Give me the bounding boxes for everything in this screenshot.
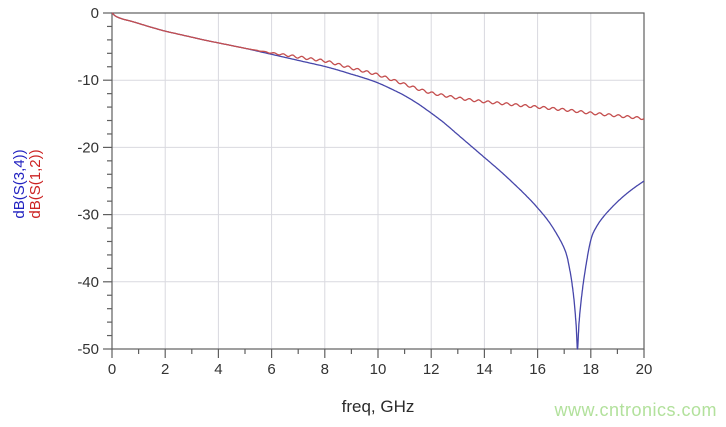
x-tick-label: 4: [214, 361, 222, 378]
x-tick-label: 14: [476, 361, 493, 378]
x-tick-label: 6: [267, 361, 275, 378]
x-tick-label: 10: [370, 361, 387, 378]
x-tick-label: 2: [161, 361, 169, 378]
x-tick-label: 0: [108, 361, 116, 378]
watermark-text: www.cntronics.com: [554, 400, 717, 420]
y-tick-label: -20: [77, 139, 99, 156]
y-axis-label-s34: dB(S(3,4)): [11, 149, 28, 219]
y-tick-label: -50: [77, 341, 99, 358]
y-tick-label: 0: [91, 5, 99, 22]
y-tick-label: -30: [77, 207, 99, 224]
y-axis-label: dB(S(3,4)) dB(S(1,2)): [11, 149, 44, 219]
x-tick-label: 20: [636, 361, 653, 378]
y-axis-label-s12: dB(S(1,2)): [27, 149, 44, 219]
y-tick-label: -10: [77, 72, 99, 89]
x-tick-label: 8: [321, 361, 329, 378]
x-tick-label: 18: [582, 361, 599, 378]
x-tick-label: 12: [423, 361, 440, 378]
series-curve-s12: [111, 12, 645, 121]
x-axis-label: freq, GHz: [341, 397, 415, 416]
x-tick-label: 16: [529, 361, 546, 378]
y-tick-label: -40: [77, 274, 99, 291]
